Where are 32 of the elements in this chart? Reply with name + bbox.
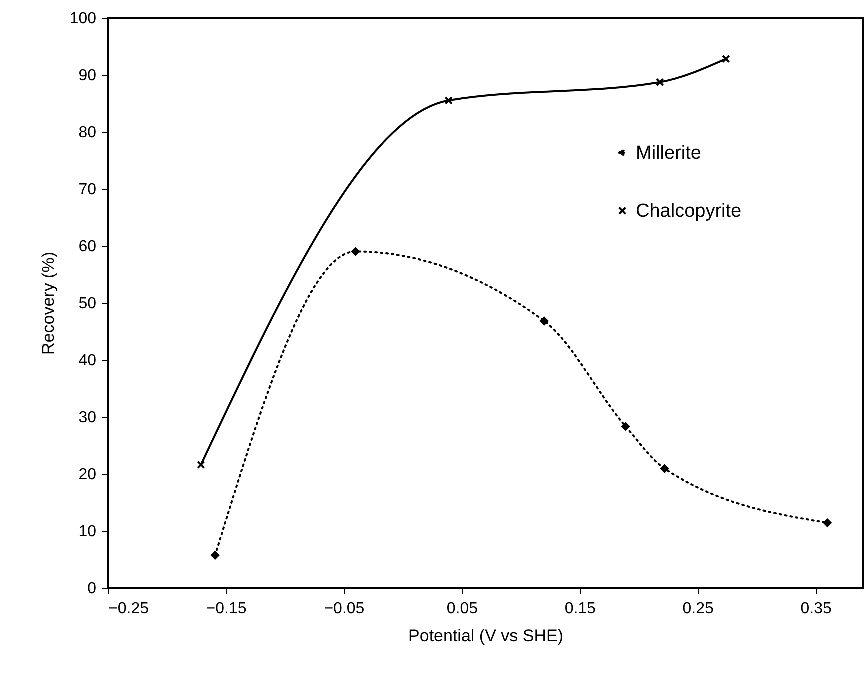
point: [656, 78, 664, 87]
y-tick-label: 20: [78, 466, 97, 484]
y-tick-label: 50: [78, 296, 97, 312]
x-tick-label: −0.05: [324, 600, 365, 618]
point: [540, 317, 549, 326]
point: [722, 54, 730, 64]
y-tick-label: 10: [78, 524, 97, 540]
x-axis-title: Potential (V vs SHE): [408, 626, 564, 646]
x-tick-label: −0.25: [108, 600, 150, 618]
y-tick-label: 30: [78, 410, 97, 426]
legend-label: Millerite: [636, 142, 702, 164]
point: [352, 248, 360, 256]
y-tick-label: 80: [78, 124, 97, 142]
point: [660, 464, 669, 474]
x-tick-label: 0.25: [682, 600, 714, 618]
y-tick-label: 90: [78, 68, 97, 84]
y-tick-label: 70: [78, 182, 97, 198]
y-axis-title: Recovery (%): [38, 252, 58, 355]
legend-label: Chalcopyrite: [636, 200, 742, 222]
point: [211, 551, 220, 560]
y-tick-label: 0: [88, 580, 97, 598]
x-tick-label: 0.05: [446, 600, 478, 618]
x-tick-label: −0.15: [206, 600, 247, 618]
point: [444, 96, 454, 105]
x-tick-label: 0.15: [564, 600, 596, 618]
y-tick-label: 40: [78, 352, 97, 370]
y-tick-label: 100: [70, 10, 97, 28]
point: [197, 460, 206, 470]
x-tick-label: 0.35: [800, 600, 832, 618]
point: [823, 518, 832, 528]
point: [622, 422, 630, 431]
y-tick-label: 60: [78, 238, 97, 256]
